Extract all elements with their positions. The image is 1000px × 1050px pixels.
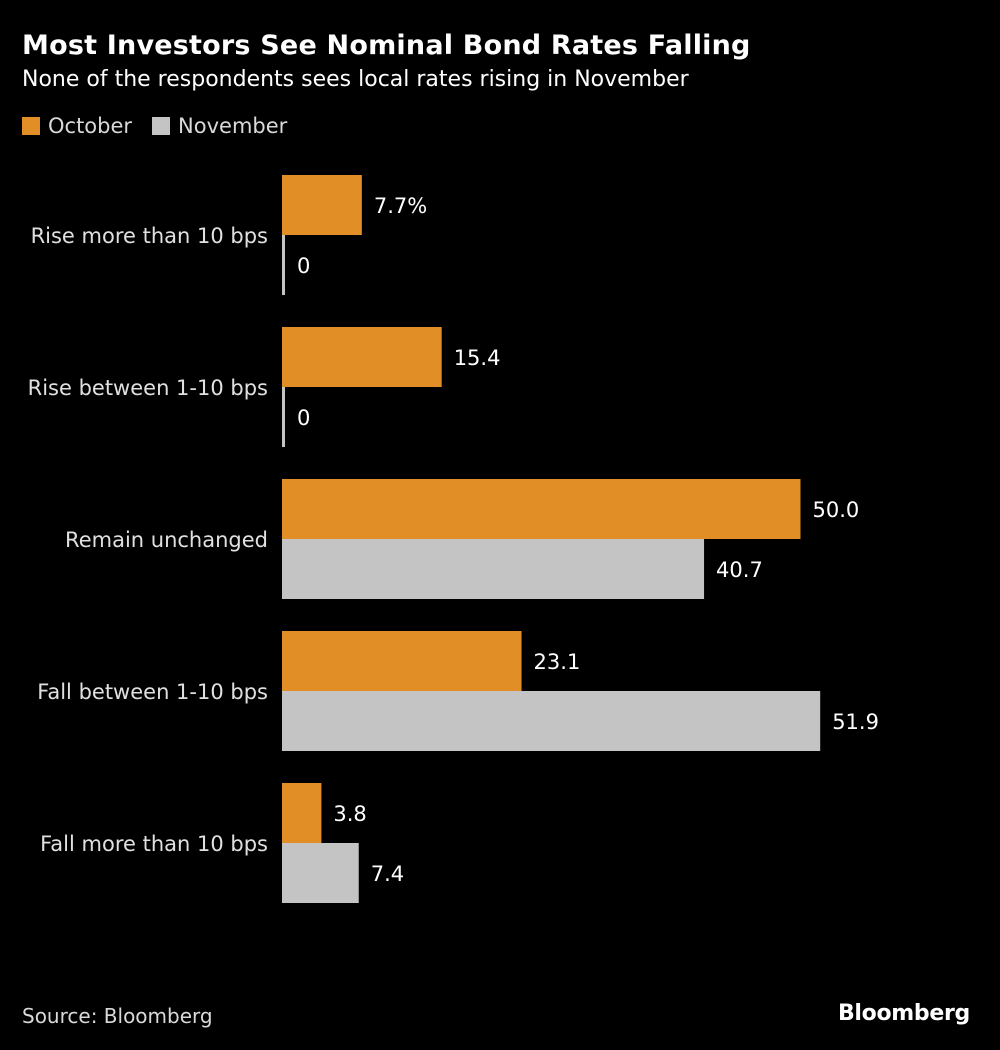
- value-label-november-rise-more-than-10-bps: 0: [297, 254, 310, 278]
- legend-item-november: November: [152, 114, 287, 138]
- chart-subtitle: None of the respondents sees local rates…: [22, 67, 689, 92]
- bar-november-rise-between-1-10-bps: [282, 387, 285, 447]
- legend-item-october: October: [22, 114, 132, 138]
- bar-november-fall-more-than-10-bps: [282, 843, 359, 903]
- legend-label-october: October: [48, 114, 133, 138]
- value-label-october-fall-more-than-10-bps: 3.8: [333, 802, 366, 826]
- bar-october-remain-unchanged: [282, 479, 801, 539]
- category-label-rise-more-than-10-bps: Rise more than 10 bps: [31, 224, 268, 248]
- value-label-october-remain-unchanged: 50.0: [813, 498, 860, 522]
- bar-october-fall-more-than-10-bps: [282, 783, 322, 843]
- bar-november-remain-unchanged: [282, 539, 705, 599]
- category-label-fall-between-1-10-bps: Fall between 1-10 bps: [37, 680, 268, 704]
- category-label-fall-more-than-10-bps: Fall more than 10 bps: [40, 832, 268, 856]
- chart-title: Most Investors See Nominal Bond Rates Fa…: [22, 30, 751, 61]
- bar-chart: Rise more than 10 bps 7.7% 0 Rise between 1…: [28, 175, 879, 903]
- value-label-october-rise-between-1-10-bps: 15.4: [454, 346, 501, 370]
- source-note: Source: Bloomberg: [22, 1004, 213, 1028]
- value-label-november-rise-between-1-10-bps: 0: [297, 406, 310, 430]
- value-label-november-fall-more-than-10-bps: 7.4: [371, 862, 404, 886]
- legend-swatch-october: [22, 117, 40, 135]
- legend-swatch-november: [152, 117, 171, 135]
- value-label-november-remain-unchanged: 40.7: [716, 558, 763, 582]
- bar-november-rise-more-than-10-bps: [282, 235, 285, 295]
- bar-october-rise-between-1-10-bps: [282, 327, 442, 387]
- value-label-october-fall-between-1-10-bps: 23.1: [534, 650, 581, 674]
- bloomberg-logo: Bloomberg: [837, 1001, 970, 1026]
- legend: October November: [22, 114, 307, 138]
- value-label-november-fall-between-1-10-bps: 51.9: [832, 710, 879, 734]
- category-label-remain-unchanged: Remain unchanged: [65, 528, 268, 552]
- category-label-rise-between-1-10-bps: Rise between 1-10 bps: [28, 376, 268, 400]
- bar-october-fall-between-1-10-bps: [282, 631, 522, 691]
- value-label-october-rise-more-than-10-bps: 7.7%: [374, 194, 427, 218]
- bar-october-rise-more-than-10-bps: [282, 175, 362, 235]
- legend-label-november: November: [178, 114, 288, 138]
- bar-november-fall-between-1-10-bps: [282, 691, 821, 751]
